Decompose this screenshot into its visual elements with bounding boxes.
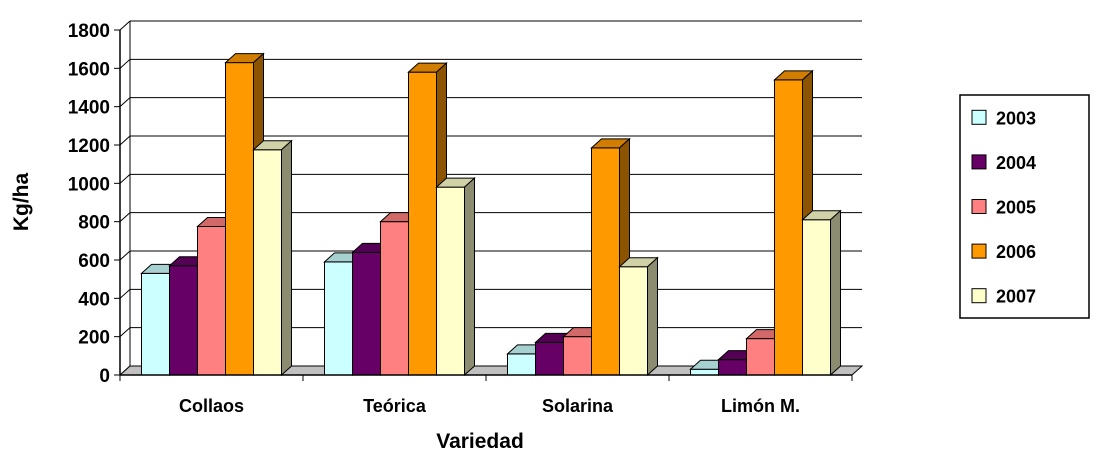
legend-swatch [971, 243, 987, 259]
category-label: Limón M. [721, 396, 800, 416]
gridline-side [119, 250, 131, 261]
legend-label: 2004 [996, 153, 1036, 173]
bar-side [830, 209, 841, 377]
bar [718, 359, 747, 376]
bar [619, 266, 648, 376]
legend-label: 2005 [996, 198, 1036, 218]
bar [774, 79, 803, 376]
bar [253, 149, 282, 376]
y-tick-label: 200 [78, 328, 110, 349]
bar [380, 221, 409, 376]
bar-series-group [140, 52, 842, 377]
y-tick-label: 600 [78, 251, 110, 272]
gridline-side [119, 212, 131, 223]
x-axis-title: Variedad [436, 430, 524, 453]
gridline-side [119, 58, 131, 69]
legend-swatch [971, 199, 987, 214]
gridline-side [119, 288, 131, 299]
bar [408, 71, 437, 376]
bar [352, 251, 381, 376]
bar [591, 147, 620, 376]
legend: 2003 2004 2005 2006 2007 [959, 94, 1090, 319]
bar [197, 225, 226, 376]
bar [169, 265, 198, 376]
y-axis: 0 200 400 600 800 1000 1200 1400 1600 1800 [68, 21, 121, 387]
bar-side [464, 177, 475, 377]
legend-swatch [971, 154, 987, 170]
y-tick-label: 0 [99, 366, 110, 387]
gridline-side [119, 97, 131, 108]
legend-swatch [971, 109, 987, 125]
y-tick-label: 800 [78, 213, 110, 234]
bar [324, 261, 353, 376]
y-tick-label: 1400 [68, 98, 110, 119]
legend-box [959, 94, 1090, 319]
legend-label: 2003 [996, 108, 1036, 128]
bar [746, 338, 775, 376]
bar [436, 186, 465, 376]
bar-side [647, 256, 658, 377]
y-axis-title: Kg/ha [10, 173, 33, 232]
legend-label: 2006 [996, 242, 1036, 262]
bar [535, 341, 564, 376]
bar [225, 62, 254, 376]
category-label: Teórica [363, 396, 427, 416]
bar [802, 219, 831, 376]
gridline-side [119, 173, 131, 184]
bar [507, 353, 536, 376]
gridline-side [119, 135, 131, 146]
x-axis: Collaos Teórica Solarina Limón M. [119, 374, 853, 416]
y-tick-label: 400 [78, 289, 110, 310]
legend-label: 2007 [996, 287, 1036, 307]
gridline-side [119, 327, 131, 338]
bar [141, 272, 170, 376]
gridline-side [119, 20, 131, 31]
y-tick-label: 1000 [68, 174, 110, 195]
bar [690, 368, 719, 376]
bar [563, 336, 592, 376]
category-label: Solarina [542, 396, 614, 416]
y-tick-label: 1200 [68, 136, 110, 157]
y-tick-label: 1600 [68, 59, 110, 80]
legend-swatch [971, 288, 987, 304]
category-label: Collaos [179, 396, 244, 416]
bar-side [281, 139, 292, 377]
y-tick-label: 1800 [68, 21, 110, 42]
